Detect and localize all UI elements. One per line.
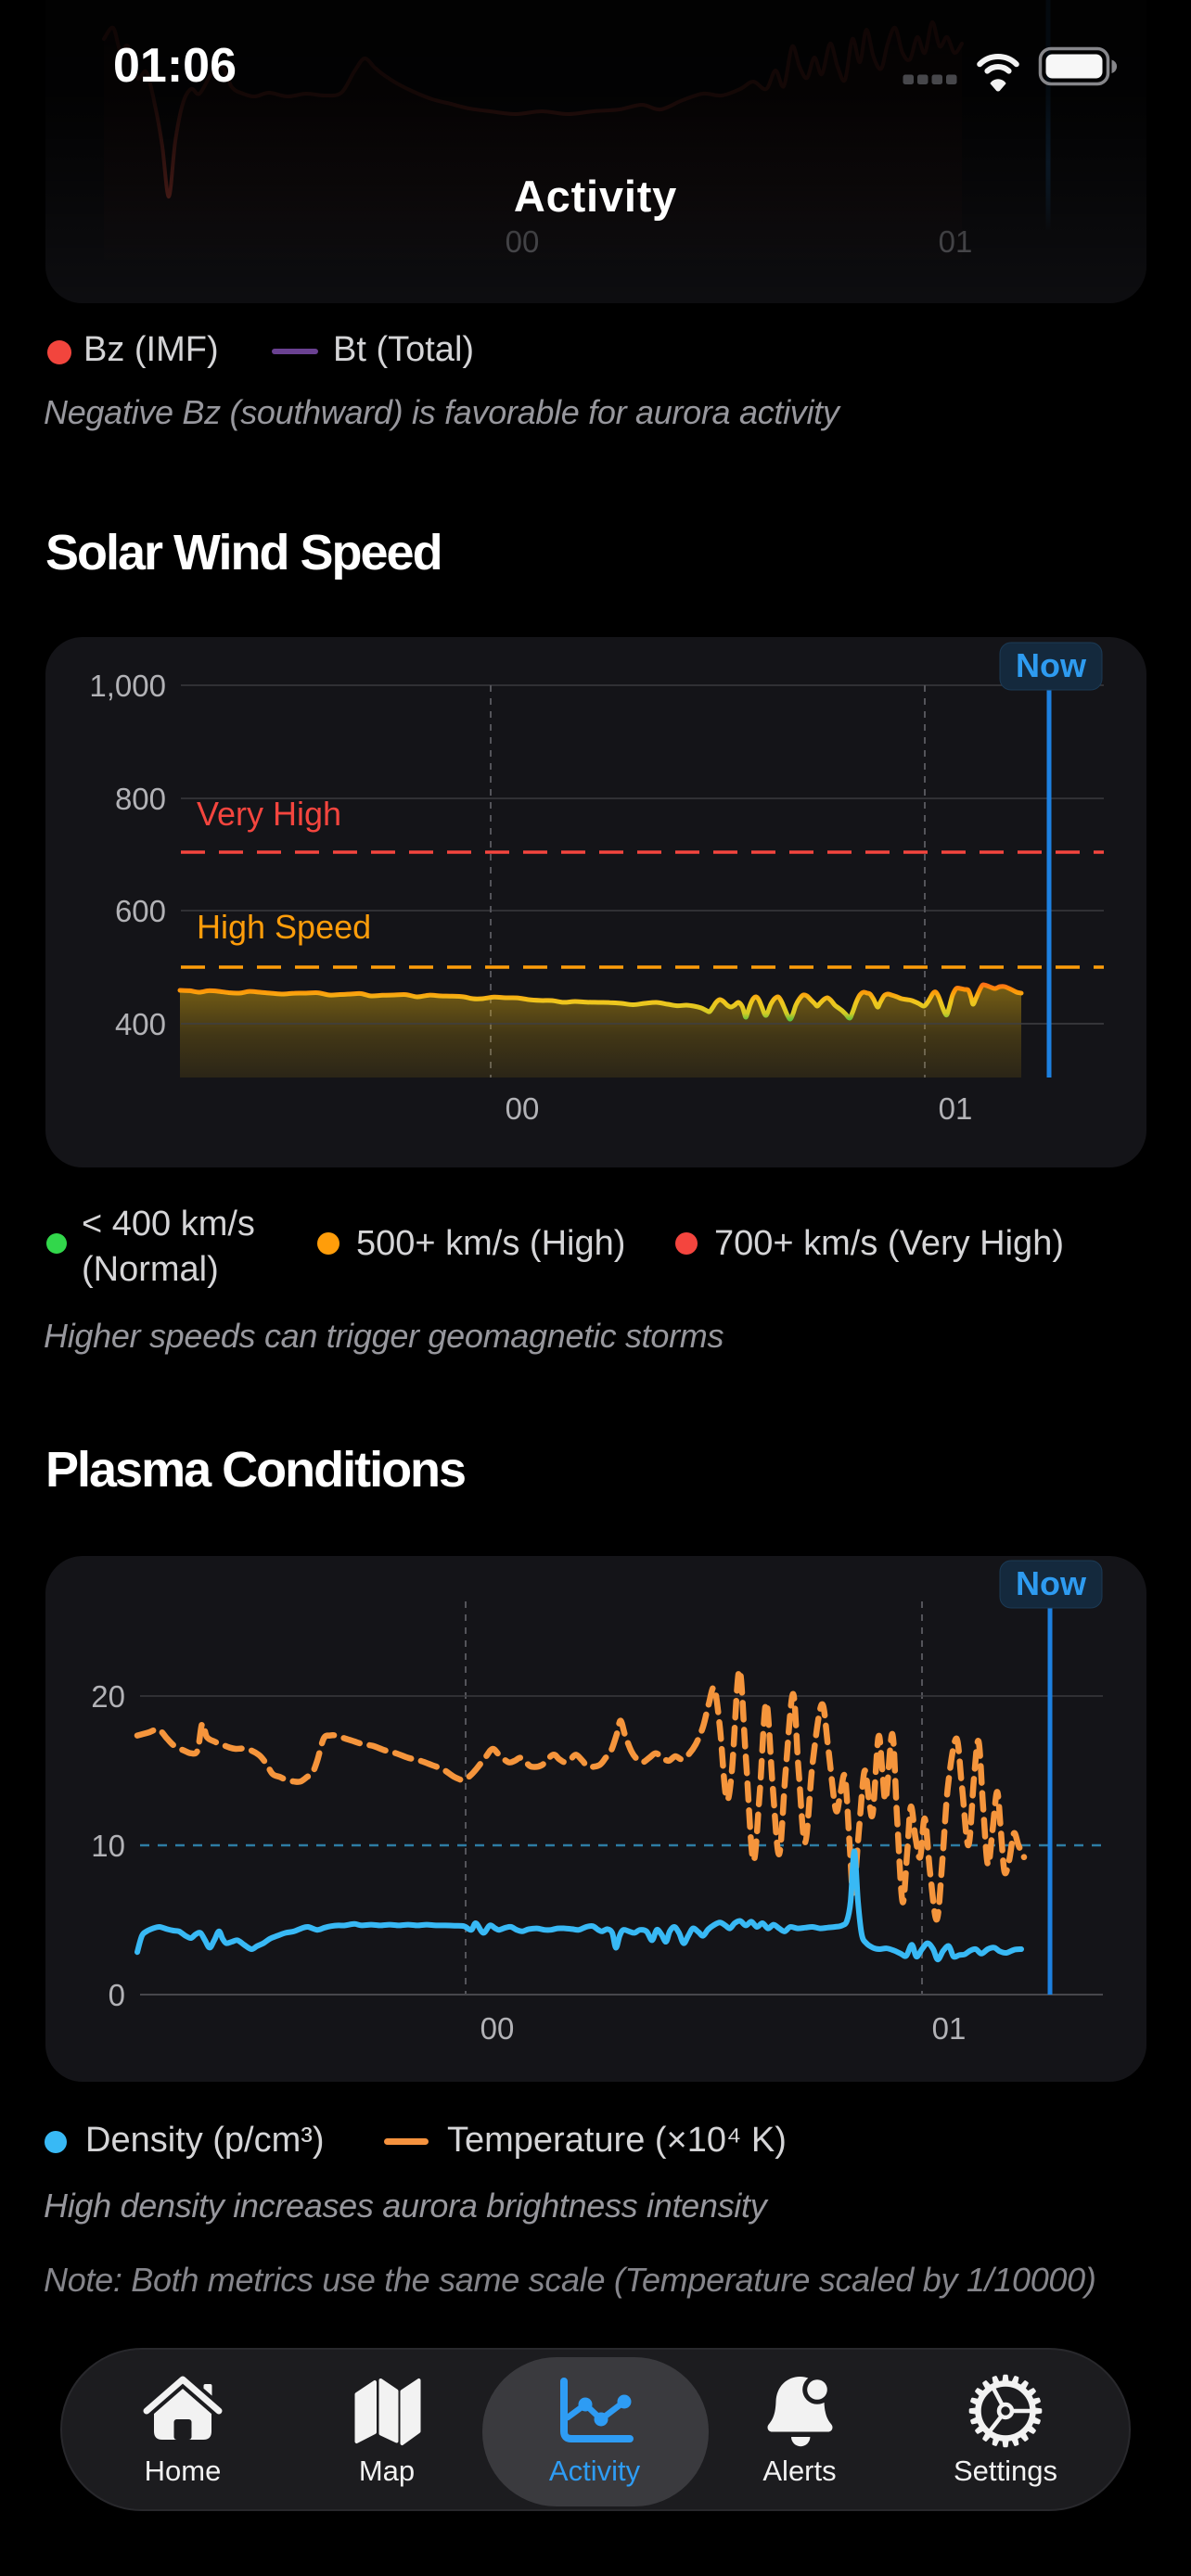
- svg-text:10: 10: [91, 1829, 125, 1863]
- svg-text:High Speed: High Speed: [197, 908, 371, 946]
- svg-text:01: 01: [939, 1091, 973, 1126]
- svg-text:Now: Now: [1016, 646, 1087, 684]
- svg-text:00: 00: [480, 2011, 515, 2046]
- svg-text:Very High: Very High: [197, 795, 341, 833]
- svg-text:01: 01: [932, 2011, 967, 2046]
- svg-text:400: 400: [115, 1007, 166, 1041]
- svg-text:600: 600: [115, 894, 166, 928]
- svg-text:Now: Now: [1016, 1564, 1087, 1602]
- svg-text:00: 00: [506, 1091, 540, 1126]
- svg-text:0: 0: [109, 1978, 125, 2012]
- svg-text:800: 800: [115, 782, 166, 816]
- svg-text:20: 20: [91, 1679, 125, 1714]
- svg-text:1,000: 1,000: [89, 669, 166, 703]
